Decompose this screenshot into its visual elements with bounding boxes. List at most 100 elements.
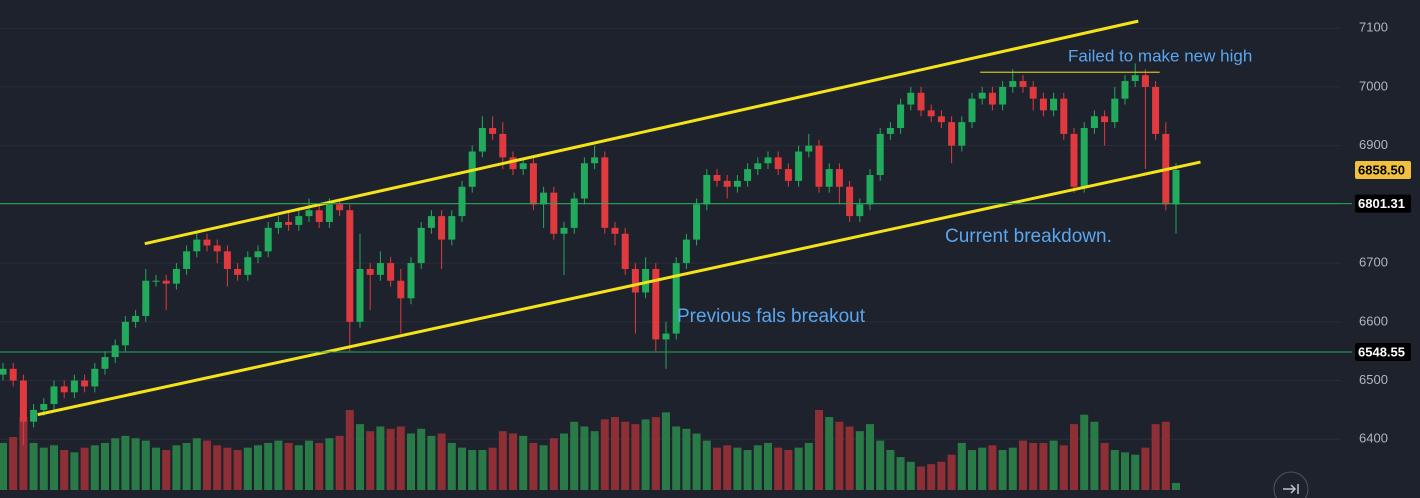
volume-bar	[743, 450, 752, 490]
candle-body	[703, 175, 711, 205]
volume-bar	[1110, 450, 1119, 490]
candle-body	[0, 368, 7, 375]
volume-bar	[60, 450, 69, 490]
y-tick-label: 6600	[1359, 313, 1388, 328]
volume-bar	[927, 464, 936, 490]
volume-bar	[90, 445, 99, 490]
volume-bar	[19, 417, 28, 490]
volume-bar	[152, 447, 160, 490]
volume-bar	[672, 426, 681, 490]
volume-bar	[1008, 447, 1017, 490]
candle-body	[540, 192, 548, 205]
candle-body	[835, 169, 843, 187]
candle-body	[1101, 116, 1109, 123]
candle-body	[285, 221, 293, 225]
candle-body	[601, 157, 609, 228]
candle-body	[897, 104, 905, 129]
candle-body	[387, 263, 395, 281]
candle-body	[693, 204, 701, 240]
candle-body	[223, 251, 231, 269]
candle-body	[489, 128, 497, 134]
volume-bar	[713, 447, 721, 490]
volume-bar	[0, 442, 7, 490]
candle-body	[1121, 81, 1129, 99]
volume-bar	[101, 442, 109, 490]
volume-bar	[947, 454, 956, 490]
volume-bar	[376, 426, 385, 490]
candle-body	[19, 380, 27, 422]
volume-bar	[784, 450, 793, 490]
candle-body	[458, 186, 466, 217]
volume-bar	[1049, 440, 1058, 490]
volume-bar	[774, 447, 783, 490]
volume-bar	[284, 442, 293, 490]
candle-body	[499, 133, 507, 158]
candle-body	[509, 157, 517, 170]
candle-body	[570, 198, 578, 228]
trend-line	[37, 160, 1201, 417]
volume-bar	[1019, 440, 1027, 490]
volume-bar	[417, 428, 426, 490]
candle-body	[203, 239, 211, 246]
candle-body	[1141, 75, 1149, 87]
volume-bar	[855, 431, 864, 490]
volume-bar	[274, 440, 283, 490]
volume-bar	[1151, 424, 1160, 490]
candle-body	[305, 210, 313, 217]
volume-bar	[968, 450, 976, 490]
volume-bar	[488, 447, 497, 490]
volume-bar	[192, 438, 201, 490]
candle-body	[764, 157, 772, 164]
price-label: 6548.55	[1358, 344, 1405, 359]
candle-body	[50, 386, 58, 405]
volume-bar	[386, 428, 395, 490]
candle-body	[754, 163, 762, 170]
volume-bar	[1121, 452, 1129, 490]
candle-body	[611, 227, 619, 234]
volume-bar	[121, 435, 130, 490]
grid	[0, 27, 1340, 440]
candle-body	[234, 268, 242, 275]
candle-body	[152, 280, 160, 282]
volume-bar	[427, 435, 436, 490]
volume-bar	[498, 431, 507, 490]
candle-body	[937, 116, 945, 123]
volume-bar	[1090, 421, 1099, 490]
candle-body	[1152, 86, 1160, 134]
candle-body	[999, 86, 1007, 105]
candle-body	[1029, 86, 1037, 99]
candle-body	[213, 245, 221, 252]
candle-body	[366, 268, 374, 275]
scroll-icon	[1283, 484, 1299, 494]
price-label-box	[1355, 194, 1411, 213]
volume-bar	[631, 424, 640, 490]
candle-body	[795, 151, 803, 181]
volume-bar	[815, 410, 823, 490]
candle-body	[1050, 98, 1058, 111]
annotation: Previous fals breakout	[677, 306, 866, 327]
volume-bar	[29, 442, 38, 490]
candle-body	[417, 227, 425, 264]
volume-bar	[264, 442, 273, 490]
candle-body	[1019, 81, 1027, 87]
candle-body	[744, 169, 752, 181]
candle-body	[101, 357, 109, 369]
candle-body	[886, 128, 894, 134]
volume-bar	[1141, 447, 1150, 490]
y-tick-label: 6400	[1359, 431, 1388, 446]
volume-bar	[917, 466, 925, 490]
volume-bar	[111, 438, 120, 490]
candle-body	[825, 169, 833, 187]
volume-bar	[1070, 424, 1078, 490]
volume-bar	[519, 435, 528, 490]
y-tick-label: 7100	[1359, 20, 1388, 35]
volume-bar	[509, 433, 517, 490]
volume-bar	[447, 442, 456, 490]
price-label-box	[1355, 343, 1411, 362]
volume-bar	[753, 445, 762, 490]
candle-body	[968, 98, 976, 123]
volume-bar	[957, 442, 966, 490]
volume-bar	[835, 421, 844, 490]
candle-body	[162, 280, 170, 284]
y-tick-label: 6700	[1359, 255, 1388, 270]
